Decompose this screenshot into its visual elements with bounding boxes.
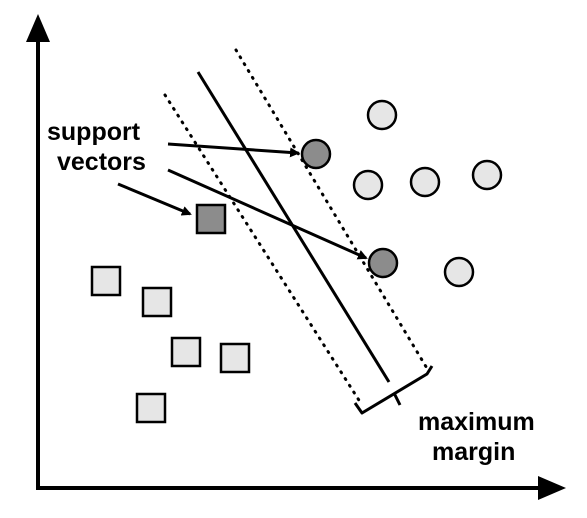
- square-point: [221, 344, 249, 372]
- circle-point: [354, 171, 382, 199]
- circle-point: [411, 168, 439, 196]
- support-vector-arrow: [118, 184, 190, 214]
- margin-line-right: [236, 50, 428, 370]
- circle-support-vector: [369, 249, 397, 277]
- support-vector-arrow: [168, 144, 298, 153]
- maximum-margin-label-line2: margin: [432, 438, 515, 466]
- margin-bracket: [355, 366, 432, 413]
- square-point: [92, 267, 120, 295]
- square-support-vector: [197, 205, 225, 233]
- square-point: [143, 288, 171, 316]
- margin-bracket-tick: [394, 393, 400, 405]
- support-vectors-label-line2: vectors: [57, 148, 146, 176]
- circle-point: [445, 258, 473, 286]
- y-axis-arrowhead: [26, 14, 50, 42]
- x-axis-arrowhead: [538, 476, 566, 500]
- square-point: [172, 338, 200, 366]
- circle-support-vector: [302, 140, 330, 168]
- circle-point: [473, 161, 501, 189]
- maximum-margin-label-line1: maximum: [418, 408, 535, 436]
- circle-point: [368, 101, 396, 129]
- square-point: [137, 394, 165, 422]
- support-vectors-label-line1: support: [47, 118, 140, 146]
